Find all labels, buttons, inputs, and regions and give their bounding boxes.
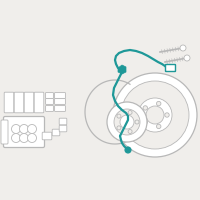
Circle shape: [107, 102, 147, 142]
Circle shape: [128, 110, 132, 114]
Circle shape: [12, 124, 21, 134]
Circle shape: [120, 115, 134, 129]
Circle shape: [12, 134, 21, 142]
Circle shape: [138, 98, 172, 132]
Circle shape: [143, 106, 147, 110]
FancyBboxPatch shape: [55, 106, 65, 111]
FancyBboxPatch shape: [42, 132, 52, 140]
Circle shape: [157, 124, 161, 129]
Circle shape: [125, 147, 131, 153]
Circle shape: [135, 120, 139, 124]
FancyBboxPatch shape: [46, 99, 53, 104]
Circle shape: [20, 134, 29, 142]
Circle shape: [20, 124, 29, 134]
Circle shape: [114, 109, 140, 135]
FancyBboxPatch shape: [4, 92, 14, 113]
Circle shape: [28, 134, 36, 142]
Circle shape: [28, 124, 36, 134]
FancyBboxPatch shape: [55, 99, 65, 104]
Circle shape: [117, 114, 121, 118]
Circle shape: [180, 45, 186, 51]
FancyBboxPatch shape: [34, 92, 44, 113]
Circle shape: [117, 126, 121, 130]
Circle shape: [165, 113, 169, 117]
Circle shape: [143, 120, 147, 124]
FancyBboxPatch shape: [59, 118, 67, 125]
Circle shape: [121, 81, 189, 149]
Circle shape: [146, 106, 164, 124]
FancyBboxPatch shape: [46, 106, 53, 111]
FancyBboxPatch shape: [59, 125, 67, 132]
Circle shape: [184, 55, 190, 61]
FancyBboxPatch shape: [52, 129, 60, 136]
Circle shape: [113, 73, 197, 157]
Circle shape: [128, 130, 132, 134]
FancyBboxPatch shape: [166, 64, 176, 72]
FancyBboxPatch shape: [1, 120, 8, 144]
Polygon shape: [118, 65, 126, 74]
FancyBboxPatch shape: [55, 93, 65, 98]
FancyBboxPatch shape: [24, 92, 34, 113]
FancyBboxPatch shape: [46, 93, 53, 98]
FancyBboxPatch shape: [14, 92, 24, 113]
FancyBboxPatch shape: [4, 116, 44, 148]
Circle shape: [157, 101, 161, 106]
